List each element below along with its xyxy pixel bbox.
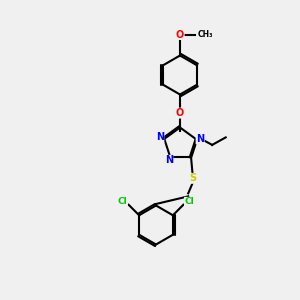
Text: S: S <box>189 173 196 183</box>
Text: N: N <box>196 134 204 144</box>
Text: N: N <box>165 155 173 165</box>
Text: Cl: Cl <box>184 197 194 206</box>
Text: O: O <box>176 108 184 118</box>
Text: O: O <box>176 29 184 40</box>
Text: CH₃: CH₃ <box>198 30 213 39</box>
Text: N: N <box>156 132 164 142</box>
Text: Cl: Cl <box>118 197 128 206</box>
